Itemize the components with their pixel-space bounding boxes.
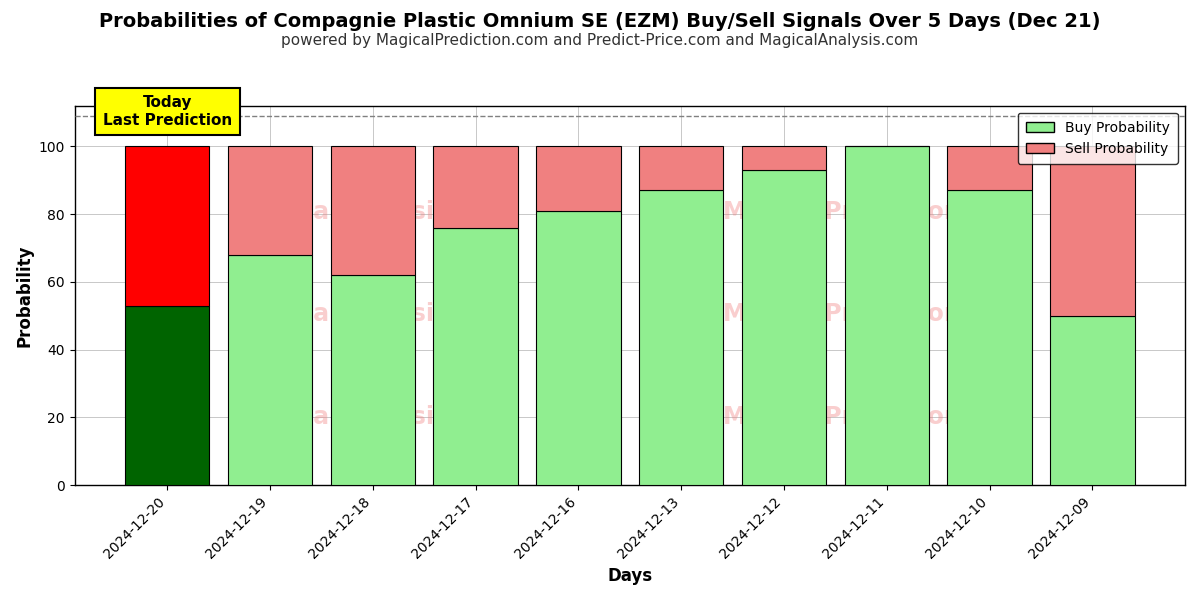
Bar [536, 211, 620, 485]
Bar [845, 146, 929, 485]
Bar [331, 275, 415, 485]
Text: MagicalPrediction.com: MagicalPrediction.com [722, 302, 1026, 326]
Legend: Buy Probability, Sell Probability: Buy Probability, Sell Probability [1018, 113, 1178, 164]
Text: MagicalPrediction.com: MagicalPrediction.com [722, 405, 1026, 429]
Bar [228, 146, 312, 255]
Text: Today
Last Prediction: Today Last Prediction [103, 95, 232, 128]
Bar [125, 305, 210, 485]
Bar [331, 146, 415, 275]
Bar [640, 190, 724, 485]
Bar [742, 170, 826, 485]
Bar [742, 146, 826, 170]
Bar [948, 146, 1032, 190]
X-axis label: Days: Days [607, 567, 653, 585]
Text: powered by MagicalPrediction.com and Predict-Price.com and MagicalAnalysis.com: powered by MagicalPrediction.com and Pre… [281, 33, 919, 48]
Text: MagicalAnalysis.com: MagicalAnalysis.com [236, 200, 512, 224]
Bar [948, 190, 1032, 485]
Bar [1050, 146, 1134, 316]
Bar [125, 146, 210, 305]
Text: MagicalAnalysis.com: MagicalAnalysis.com [236, 302, 512, 326]
Text: Probabilities of Compagnie Plastic Omnium SE (EZM) Buy/Sell Signals Over 5 Days : Probabilities of Compagnie Plastic Omniu… [100, 12, 1100, 31]
Bar [433, 227, 517, 485]
Bar [536, 146, 620, 211]
Bar [433, 146, 517, 227]
Bar [1050, 316, 1134, 485]
Bar [228, 255, 312, 485]
Bar [640, 146, 724, 190]
Text: MagicalAnalysis.com: MagicalAnalysis.com [236, 405, 512, 429]
Y-axis label: Probability: Probability [16, 244, 34, 347]
Text: MagicalPrediction.com: MagicalPrediction.com [722, 200, 1026, 224]
